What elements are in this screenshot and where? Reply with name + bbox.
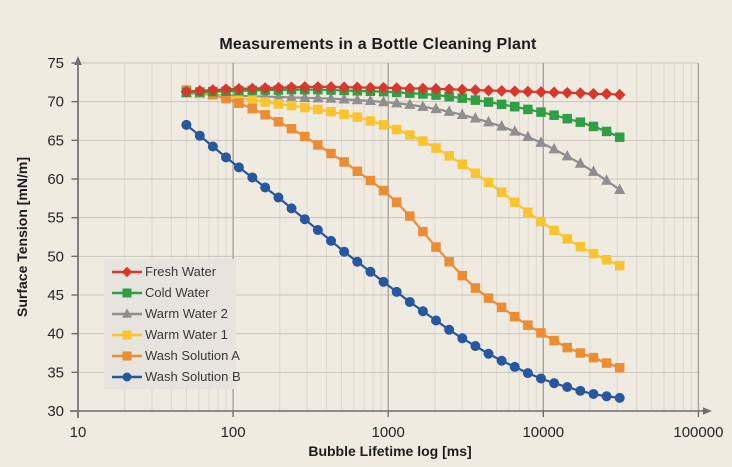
chart-title: Measurements in a Bottle Cleaning Plant <box>219 36 537 53</box>
y-tick-75: 75 <box>47 55 64 72</box>
y-tick-35: 35 <box>47 364 64 381</box>
legend-item-warm-water-1: Warm Water 1 <box>110 325 236 345</box>
legend-label-fresh-water: Fresh Water <box>145 264 217 279</box>
y-tick-55: 55 <box>47 210 64 227</box>
series-wash-solution-b <box>181 119 625 403</box>
legend-item-wash-solution-a: Wash Solution A <box>110 346 240 366</box>
gridlines <box>77 62 700 411</box>
legend-swatch-warm-water-1 <box>112 330 142 339</box>
y-axis-label: Surface Tension [mN/m] <box>14 157 30 317</box>
legend-label-warm-water-2: Warm Water 2 <box>145 306 228 321</box>
x-tick-100: 100 <box>221 424 246 441</box>
y-tick-60: 60 <box>47 171 64 188</box>
legend-item-fresh-water: Fresh Water <box>110 262 236 282</box>
legend-label-wash-solution-a: Wash Solution A <box>145 348 240 363</box>
y-tick-30: 30 <box>47 403 64 420</box>
legend: Fresh Water Cold Water Warm Water 2 Warm… <box>104 259 241 389</box>
x-tick-100000: 100000 <box>673 424 723 441</box>
legend-label-wash-solution-b: Wash Solution B <box>145 369 241 384</box>
y-tick-45: 45 <box>47 287 64 304</box>
legend-swatch-fresh-water <box>112 266 142 277</box>
x-tick-10: 10 <box>70 424 87 441</box>
x-tick-10000: 10000 <box>522 424 564 441</box>
legend-item-wash-solution-b: Wash Solution B <box>110 367 241 387</box>
legend-swatch-warm-water-2 <box>112 307 142 318</box>
y-tick-50: 50 <box>47 248 64 265</box>
legend-label-warm-water-1: Warm Water 1 <box>145 327 228 342</box>
x-tick-1000: 1000 <box>372 424 405 441</box>
legend-item-warm-water-2: Warm Water 2 <box>110 304 236 324</box>
legend-swatch-cold-water <box>112 288 142 297</box>
axes <box>70 56 712 418</box>
series-fresh-water <box>180 81 626 101</box>
legend-item-cold-water: Cold Water <box>110 283 236 303</box>
legend-swatch-wash-solution-a <box>112 351 142 360</box>
legend-swatch-wash-solution-b <box>112 372 142 381</box>
x-axis-label: Bubble Lifetime log [ms] <box>308 443 472 459</box>
y-tick-65: 65 <box>47 132 64 149</box>
y-tick-40: 40 <box>47 326 64 343</box>
legend-label-cold-water: Cold Water <box>145 285 210 300</box>
y-tick-70: 70 <box>47 94 64 111</box>
tick-labels: 10 100 1000 10000 100000 30 35 40 45 50 55 60 65 70 75 <box>47 55 723 441</box>
